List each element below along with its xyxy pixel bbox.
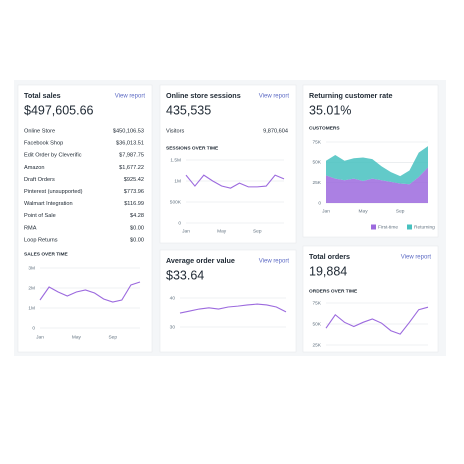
row-label: RMA (24, 225, 37, 231)
y-tick-label: 0 (318, 200, 321, 206)
card-title: Average order value (166, 256, 235, 265)
y-tick-label: 0 (178, 220, 181, 226)
row-value: $450,106.53 (113, 128, 144, 134)
view-report-link[interactable]: View report (259, 94, 290, 100)
y-tick-label: 0 (32, 325, 35, 331)
chart-title: CUSTOMERS (309, 125, 340, 131)
card-title: Total sales (24, 91, 61, 100)
view-report-link[interactable]: View report (115, 94, 146, 100)
x-tick-label: May (217, 228, 227, 234)
y-tick-label: 75K (312, 139, 321, 145)
y-tick-label: 30 (170, 324, 176, 330)
chart-title: SESSIONS OVER TIME (166, 145, 219, 151)
row-value: $4.28 (130, 213, 144, 219)
metric-value: $497,605.66 (24, 103, 94, 117)
row-value: 9,870,604 (263, 128, 288, 134)
row-label: Facebook Shop (24, 141, 63, 147)
row-value: $116.99 (124, 201, 144, 207)
card (17, 84, 153, 353)
row-label: Draft Orders (24, 177, 55, 183)
view-report-link[interactable]: View report (401, 255, 432, 261)
metric-value: $33.64 (166, 268, 204, 282)
y-tick-label: 1M (28, 305, 35, 311)
row-value: $36,013.51 (116, 141, 144, 147)
legend-label: First-time (378, 224, 398, 230)
line (179, 303, 287, 314)
y-tick-label: 75K (312, 300, 321, 306)
row-value: $925.42 (124, 177, 144, 183)
x-tick-label: Sep (253, 228, 262, 234)
card-title: Online store sessions (166, 91, 241, 100)
card (159, 249, 297, 353)
row-label: Walmart Integration (24, 201, 73, 207)
area (326, 146, 428, 185)
x-tick-label: Jan (322, 208, 330, 214)
row-value: $773.96 (124, 189, 144, 195)
metric-value: 35.01% (309, 103, 351, 117)
y-tick-label: 500K (170, 199, 182, 205)
y-tick-label: 50K (312, 321, 321, 327)
chart-title: ORDERS OVER TIME (309, 288, 358, 294)
row-label: Point of Sale (24, 213, 56, 219)
row-label: Visitors (166, 128, 184, 134)
line (325, 306, 429, 335)
row-label: Edit Order by Cleverific (24, 153, 82, 159)
row-value: $0.00 (130, 237, 144, 243)
y-tick-label: 25K (312, 342, 321, 348)
x-tick-label: Sep (396, 208, 405, 214)
y-tick-label: 1.5M (170, 157, 181, 163)
line (185, 174, 285, 189)
x-tick-label: Jan (36, 334, 44, 340)
x-tick-label: May (359, 208, 369, 214)
metric-value: 19,884 (309, 264, 347, 278)
card-title: Returning customer rate (309, 91, 392, 100)
y-tick-label: 3M (28, 265, 35, 271)
row-value: $1,677.22 (119, 165, 144, 171)
row-label: Online Store (24, 128, 55, 134)
card-title: Total orders (309, 252, 350, 261)
row-label: Amazon (24, 165, 45, 171)
x-tick-label: Sep (108, 334, 117, 340)
line (39, 281, 141, 303)
row-label: Loop Returns (24, 237, 58, 243)
card (302, 245, 439, 353)
y-tick-label: 2M (28, 285, 35, 291)
legend-swatch (407, 224, 412, 230)
y-tick-label: 1M (174, 178, 181, 184)
row-value: $7,987.75 (119, 153, 144, 159)
y-tick-label: 50K (312, 160, 321, 166)
chart-title: SALES OVER TIME (24, 251, 69, 257)
card (159, 84, 297, 244)
row-value: $0.00 (130, 225, 144, 231)
x-tick-label: Jan (182, 228, 190, 234)
row-label: Pinterest (unsupported) (24, 189, 83, 195)
area (326, 167, 428, 203)
metric-value: 435,535 (166, 103, 211, 117)
y-tick-label: 25K (312, 180, 321, 186)
x-tick-label: May (72, 334, 82, 340)
view-report-link[interactable]: View report (259, 259, 290, 265)
y-tick-label: 40 (170, 295, 176, 301)
legend-swatch (371, 224, 376, 230)
legend-label: Returning (414, 224, 435, 230)
